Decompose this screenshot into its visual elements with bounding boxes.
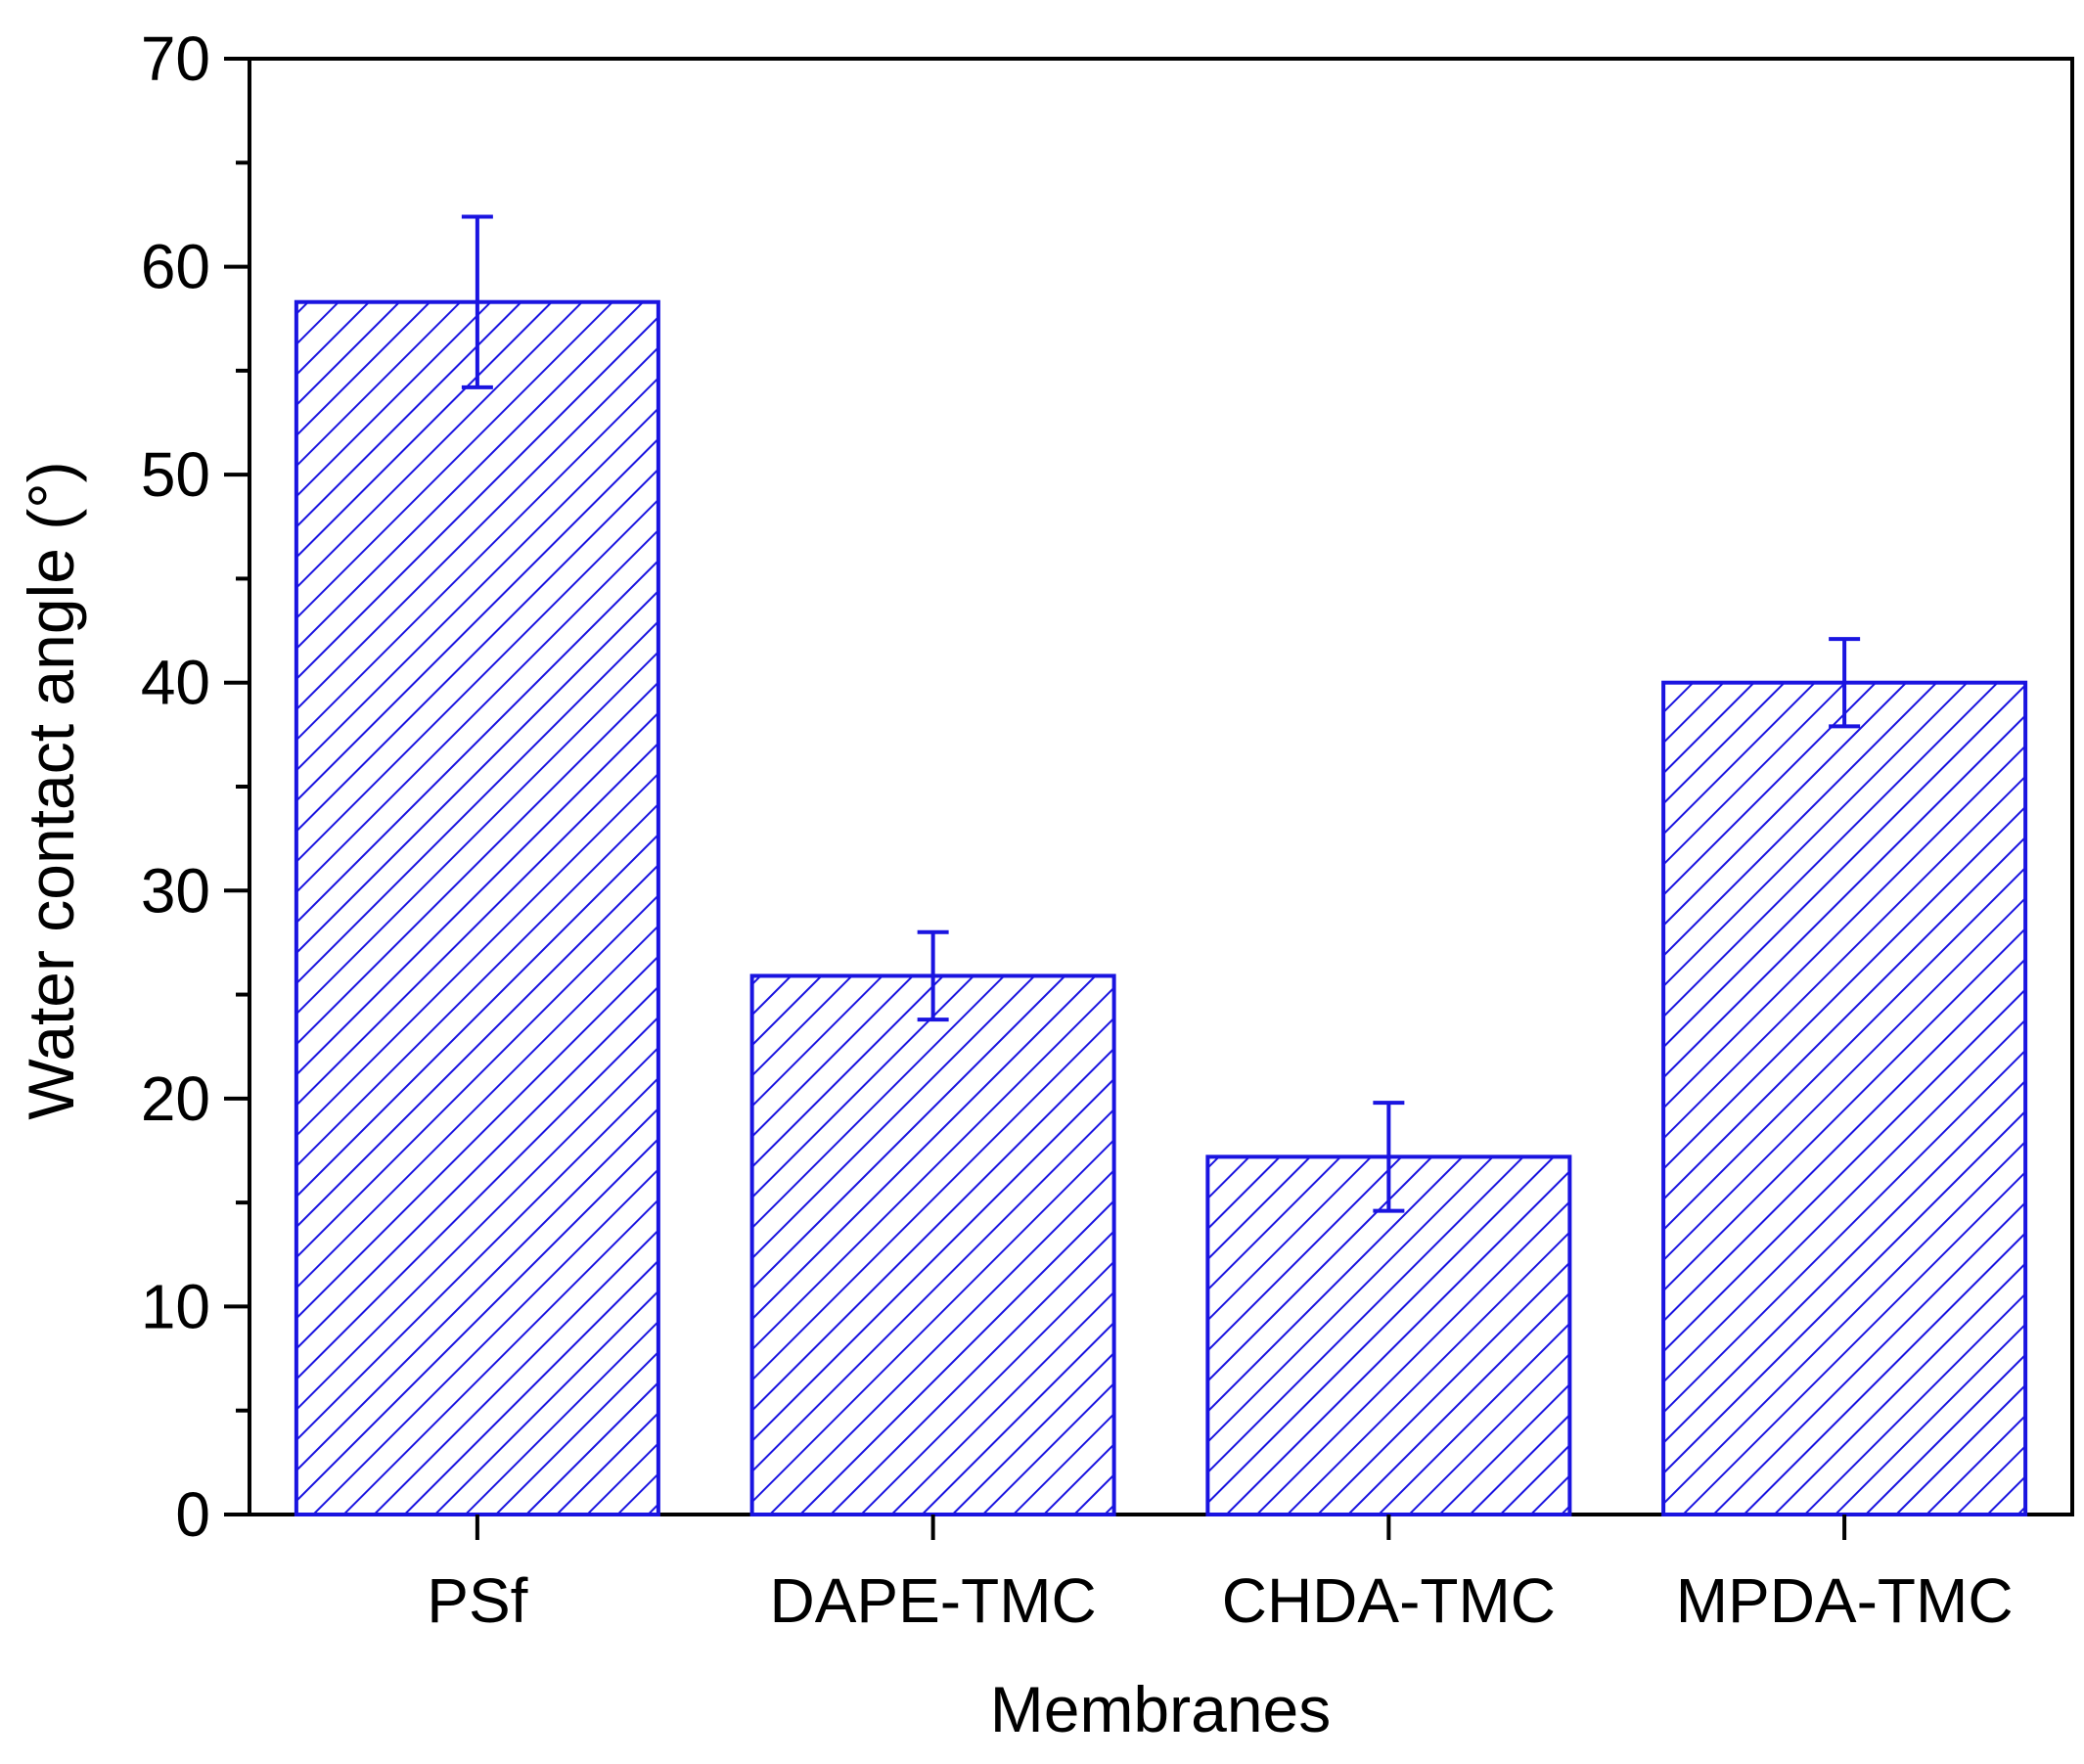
bar-dape-tmc [749, 973, 1116, 1516]
x-tick-label: MPDA-TMC [1676, 1565, 2014, 1636]
y-tick-label: 10 [141, 1271, 210, 1341]
y-tick-label: 70 [141, 23, 210, 94]
plot-area: 0 10 20 30 40 50 60 70 PSf DAPE-TMC CHDA-TMC MPDA-T… [141, 23, 2074, 1636]
x-axis-title: Membranes [990, 1673, 1331, 1745]
y-tick-label: 50 [141, 439, 210, 510]
bar-psf [294, 299, 660, 1516]
y-axis-title: Water contact angle (°) [15, 461, 87, 1119]
y-tick-label: 40 [141, 648, 210, 718]
x-tick-label: DAPE-TMC [770, 1565, 1097, 1636]
y-tick-label: 60 [141, 232, 210, 302]
y-tick-label: 20 [141, 1063, 210, 1134]
bar-mpda-tmc [1661, 680, 2028, 1516]
x-tick-label: PSf [427, 1565, 527, 1636]
y-tick-label: 30 [141, 855, 210, 926]
x-tick-label: CHDA-TMC [1222, 1565, 1556, 1636]
bar-chda-tmc [1205, 1154, 1572, 1517]
y-tick-label: 0 [175, 1479, 210, 1550]
